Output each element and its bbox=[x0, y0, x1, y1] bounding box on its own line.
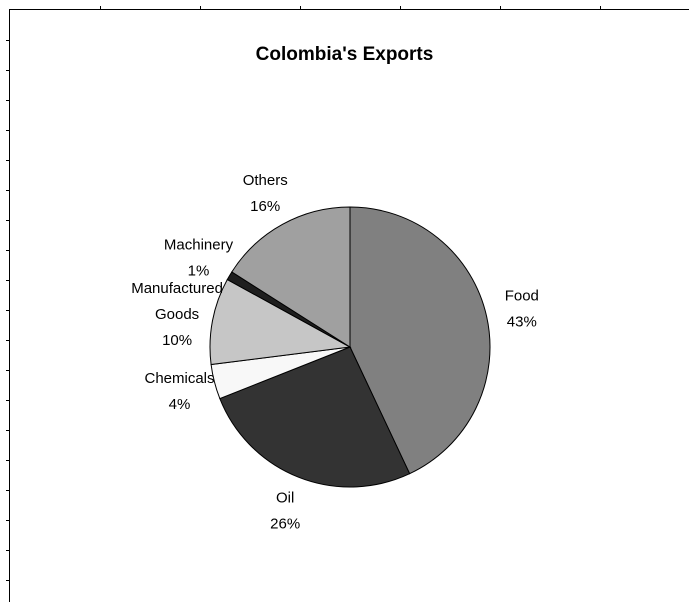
pie-chart bbox=[209, 206, 491, 488]
slice-percent-label: 4% bbox=[169, 396, 191, 413]
pie-slice-oil bbox=[219, 346, 411, 488]
frame-ticks bbox=[6, 6, 601, 581]
pie-slice-manufactured-goods bbox=[209, 278, 352, 366]
pie-slice-food bbox=[349, 206, 491, 475]
slice-percent-label: 16% bbox=[250, 198, 280, 215]
slice-name-label: Manufactured bbox=[131, 280, 223, 297]
slice-name-label: Machinery bbox=[164, 236, 234, 253]
slice-name-label: Food bbox=[505, 288, 539, 305]
chart-title: Colombia's Exports bbox=[255, 44, 434, 65]
slice-percent-label: 26% bbox=[270, 516, 300, 533]
pie-labels: Food 43% Oil 26% Chemicals 4% Manufactured Good… bbox=[131, 172, 539, 533]
slice-name-label: Chemicals bbox=[144, 370, 214, 387]
slice-name-label: Oil bbox=[276, 490, 294, 507]
slice-name-label: Others bbox=[243, 172, 288, 189]
slice-name-label: Goods bbox=[155, 306, 199, 323]
slice-percent-label: 1% bbox=[188, 262, 210, 279]
slice-percent-label: 10% bbox=[162, 332, 192, 349]
pie-slice-others bbox=[231, 206, 351, 348]
slice-percent-label: 43% bbox=[507, 314, 537, 331]
